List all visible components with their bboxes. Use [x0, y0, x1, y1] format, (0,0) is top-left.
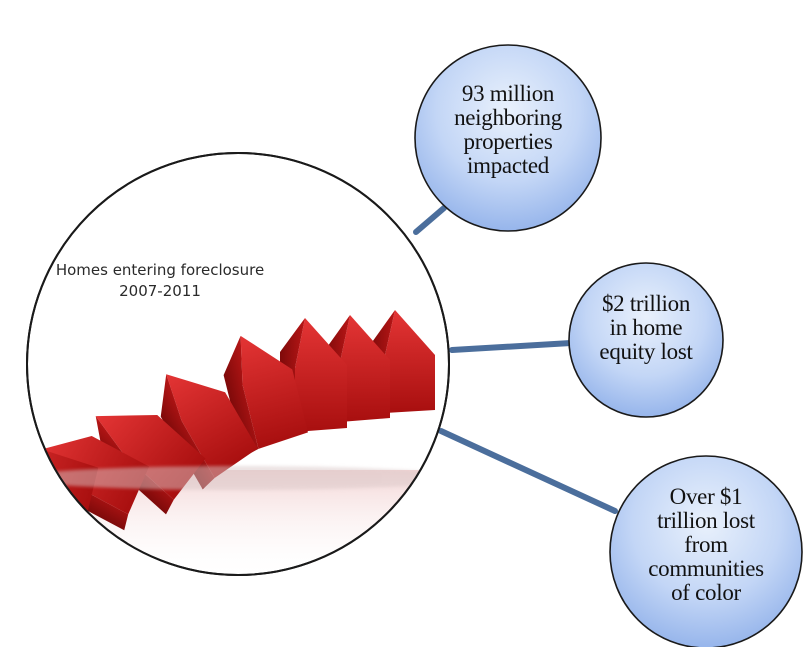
bubble-2-line-1: $2 trillion — [601, 291, 691, 316]
main-circle-caption: Homes entering foreclosure 2007-2011 — [40, 260, 280, 302]
bubble-neighboring-properties — [414, 44, 602, 232]
bubble-home-equity — [568, 262, 724, 418]
bubble-3-line-1: Over $1 — [669, 484, 743, 509]
caption-title: Homes entering foreclosure — [55, 261, 265, 279]
bubble-1-line-1: 93 million — [461, 81, 555, 106]
connector-line-1 — [413, 205, 447, 235]
bubble-3-line-5: of color — [671, 580, 741, 605]
bubble-text-neighboring-properties: 93 million neighboring properties impact… — [418, 82, 598, 178]
bubble-2-line-3: equity lost — [599, 339, 693, 364]
bubble-1-line-2: neighboring — [454, 105, 562, 130]
bubble-3-line-4: communities — [648, 556, 764, 581]
bubble-communities-of-color — [609, 455, 803, 647]
bubble-2-line-2: in home — [609, 315, 683, 340]
bubble-1-line-4: impacted — [467, 153, 549, 178]
bubble-3-line-3: from — [684, 532, 728, 557]
house-tilting-1 — [223, 335, 308, 457]
bubble-3-line-2: trillion lost — [657, 508, 755, 533]
main-circle — [26, 152, 450, 576]
connector-line-3 — [438, 428, 618, 514]
bubble-text-home-equity: $2 trillion in home equity lost — [571, 292, 721, 364]
connector-line-2 — [449, 340, 574, 353]
bubble-1-line-3: properties — [463, 129, 553, 154]
caption-years: 2007-2011 — [119, 282, 201, 300]
bubble-text-communities-of-color: Over $1 trillion lost from communities o… — [616, 485, 796, 605]
